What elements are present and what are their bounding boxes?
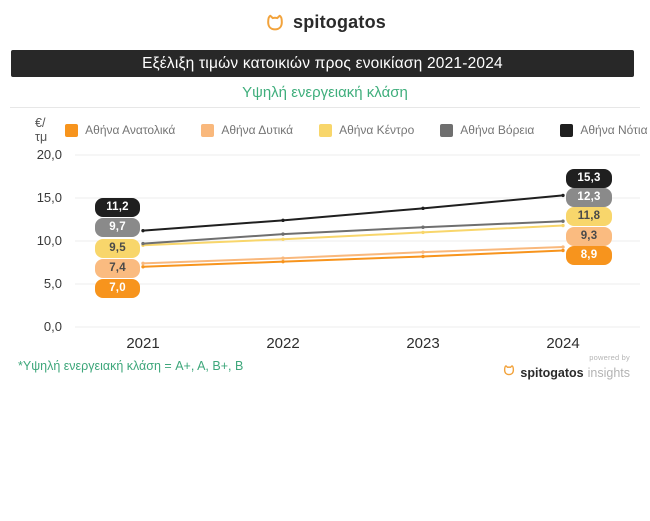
footnote: *Υψηλή ενεργειακή κλάση = A+, A, B+, B xyxy=(18,359,244,373)
legend-label: Αθήνα Ανατολικά xyxy=(85,123,176,137)
y-tick-label: 0,0 xyxy=(43,319,62,334)
data-point xyxy=(281,237,285,241)
legend: €/τμ Αθήνα Ανατολικά Αθήνα Δυτικά Αθήνα Κέ… xyxy=(35,116,650,144)
value-badge: 9,5 xyxy=(95,238,140,258)
value-badge: 12,3 xyxy=(566,188,612,208)
y-tick-label: 15,0 xyxy=(36,190,62,205)
data-point xyxy=(561,245,565,249)
series-line xyxy=(142,220,564,245)
x-tick-label: 2023 xyxy=(406,335,440,352)
legend-label: Αθήνα Βόρεια xyxy=(460,123,535,137)
x-tick-label: 2022 xyxy=(266,335,300,352)
series-line xyxy=(142,194,564,232)
footer: powered by spitogatos insights xyxy=(502,353,630,382)
value-badge: 15,3 xyxy=(566,169,612,188)
plot-area: 20,0 15,0 10,0 5,0 0,0 2021 2022 2023 2024 11,2 15… xyxy=(0,145,650,360)
legend-label: Αθήνα Δυτικά xyxy=(221,123,294,137)
series-line xyxy=(142,224,564,247)
y-axis-unit-label: €/τμ xyxy=(35,116,48,144)
legend-swatch xyxy=(65,123,79,137)
legend-swatch xyxy=(440,123,454,137)
value-badge: 9,3 xyxy=(566,226,612,246)
value-badge: 11,2 xyxy=(95,198,140,217)
legend-label: Αθήνα Κέντρο xyxy=(339,123,415,137)
footer-insights-text: insights xyxy=(587,366,630,380)
legend-item: Αθήνα Ανατολικά xyxy=(65,123,175,137)
data-point xyxy=(281,218,285,223)
divider xyxy=(10,107,640,108)
chart-title-banner: Εξέλιξη τιμών κατοικιών προς ενοικίαση 2… xyxy=(11,50,634,77)
series-line xyxy=(142,249,564,268)
legend-item: Αθήνα Νότια xyxy=(560,123,648,137)
chart-subtitle: Υψηλή ενεργειακή κλάση xyxy=(242,84,408,101)
data-point xyxy=(141,261,145,266)
data-point xyxy=(561,248,565,253)
data-point xyxy=(561,219,565,223)
powered-by-label: powered by xyxy=(589,353,630,362)
value-badge: 7,4 xyxy=(95,258,140,278)
data-point xyxy=(141,228,145,233)
data-point xyxy=(561,223,565,228)
value-badge: 9,7 xyxy=(95,218,140,238)
legend-swatch xyxy=(319,123,333,137)
value-badge: 11,8 xyxy=(566,207,612,227)
y-tick-label: 5,0 xyxy=(43,276,62,291)
legend-swatch xyxy=(560,123,574,137)
data-point xyxy=(421,206,425,211)
y-tick-label: 20,0 xyxy=(36,147,62,162)
data-point xyxy=(141,241,145,246)
legend-item: Αθήνα Δυτικά xyxy=(201,123,293,137)
data-point xyxy=(421,250,425,254)
legend-swatch xyxy=(201,123,215,137)
brand-logo-text: spitogatos xyxy=(292,12,386,32)
data-point xyxy=(421,225,425,229)
footer-brand: spitogatos insights xyxy=(502,364,630,382)
x-tick-label: 2024 xyxy=(546,335,580,352)
value-badge: 8,9 xyxy=(566,245,612,265)
data-point xyxy=(281,259,285,264)
series-line xyxy=(142,246,564,265)
data-point xyxy=(281,256,285,260)
y-tick-label: 10,0 xyxy=(36,233,62,248)
footer-brand-text: spitogatos xyxy=(520,366,584,380)
legend-label: Αθήνα Νότια xyxy=(580,123,648,137)
footer-cat-icon xyxy=(502,364,516,382)
legend-item: Αθήνα Βόρεια xyxy=(440,123,534,137)
x-tick-label: 2021 xyxy=(126,335,160,352)
data-point xyxy=(141,265,145,269)
legend-item: Αθήνα Κέντρο xyxy=(319,123,414,137)
data-point xyxy=(561,193,565,198)
brand-logo: spitogatos xyxy=(0,12,650,33)
data-point xyxy=(421,230,425,235)
data-point xyxy=(421,254,425,259)
value-badge: 7,0 xyxy=(95,279,140,299)
chart-title: Εξέλιξη τιμών κατοικιών προς ενοικίαση 2… xyxy=(142,54,503,72)
data-point xyxy=(281,232,285,236)
cat-icon xyxy=(264,13,286,33)
